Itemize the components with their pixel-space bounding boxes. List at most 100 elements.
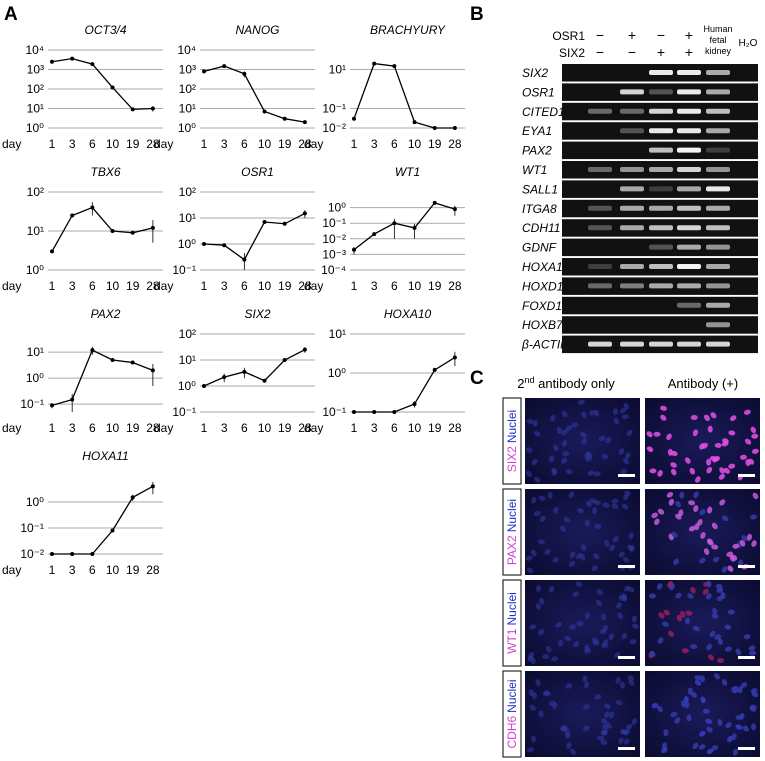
gel-band [706, 322, 730, 328]
lane-label: kidney [705, 46, 732, 56]
chart-title: OCT3/4 [84, 23, 126, 37]
x-tick-label: 28 [146, 137, 160, 151]
x-tick-label: 28 [298, 279, 312, 293]
cell [660, 414, 667, 421]
micrograph [525, 489, 640, 575]
x-tick-label: 1 [201, 279, 208, 293]
gel-band [706, 147, 730, 153]
cell [727, 735, 733, 743]
chart-title: PAX2 [91, 307, 121, 321]
cell [582, 704, 590, 710]
gel-band [677, 70, 701, 75]
cell [666, 491, 674, 498]
cell [674, 717, 681, 724]
data-point [262, 220, 267, 225]
y-tick-label: 10⁻¹ [322, 102, 346, 116]
cell [569, 748, 576, 755]
lane-label: fetal [709, 35, 726, 45]
cell [707, 538, 714, 545]
gel-band [620, 128, 644, 134]
x-tick-label: 19 [278, 421, 292, 435]
cell [620, 468, 628, 475]
label-box [502, 579, 522, 667]
gene-label: SALL1 [522, 182, 558, 196]
cell [711, 522, 718, 530]
data-point [242, 257, 247, 262]
cell [748, 645, 756, 651]
cell [563, 516, 571, 523]
cell [604, 711, 610, 719]
x-tick-label: 28 [146, 563, 160, 577]
cell [707, 506, 713, 514]
cell [744, 438, 752, 445]
cell [591, 565, 598, 572]
cell [711, 613, 719, 619]
x-tick-label: 3 [371, 137, 378, 151]
gel-band [706, 89, 730, 95]
cell [538, 539, 545, 545]
cell [553, 444, 559, 452]
gel-band [649, 225, 673, 231]
micrograph [645, 398, 760, 484]
data-line [203, 349, 306, 387]
x-axis-label: day [154, 421, 173, 435]
cell [525, 555, 533, 561]
cell [628, 679, 635, 686]
data-point [202, 69, 206, 74]
gene-label: SIX2 [522, 66, 548, 80]
data-point [302, 211, 307, 216]
cell [568, 491, 575, 498]
cell [706, 748, 714, 755]
y-tick-label: 10⁰ [26, 495, 44, 509]
gel-band [588, 264, 612, 269]
cell [622, 594, 628, 602]
cell [573, 641, 580, 648]
data-point [452, 207, 457, 212]
data-point [392, 64, 397, 69]
cell [565, 683, 573, 689]
cell [740, 682, 748, 688]
scale-bar [618, 747, 635, 750]
data-point [372, 61, 377, 66]
cell [586, 451, 593, 459]
x-tick-label: 1 [201, 421, 208, 435]
gel-band [620, 283, 644, 289]
panel-label: A [4, 4, 18, 25]
data-point [432, 367, 437, 372]
cell [534, 430, 541, 437]
data-line [51, 349, 154, 406]
cell [699, 675, 705, 683]
cell [627, 675, 635, 681]
x-tick-label: 10 [106, 563, 120, 577]
cell [717, 719, 723, 726]
cell [693, 491, 699, 499]
cell [549, 455, 555, 463]
cell [702, 708, 710, 714]
cell [752, 492, 759, 500]
cell [746, 533, 753, 541]
gel-band [677, 302, 701, 308]
cell [732, 748, 739, 756]
lane-sign: + [657, 44, 665, 60]
y-tick-label: 10⁰ [26, 263, 44, 277]
marker-label: PAX2 [505, 535, 519, 565]
cell [608, 633, 615, 641]
cell [572, 591, 579, 597]
gel-band [677, 264, 701, 269]
column-title-part: antibody only [535, 376, 616, 391]
data-point [90, 205, 95, 210]
cell [620, 681, 626, 689]
cell [569, 551, 576, 559]
cell [586, 500, 592, 508]
cell [532, 419, 538, 427]
cell [694, 679, 702, 686]
cell [593, 553, 600, 560]
cell [529, 624, 537, 630]
cell [718, 473, 725, 480]
gel-band [706, 108, 730, 114]
data-point [262, 109, 267, 114]
data-point [50, 249, 54, 254]
row-header: OSR1 [552, 29, 585, 43]
cell [690, 414, 698, 420]
gel-band [588, 205, 612, 211]
